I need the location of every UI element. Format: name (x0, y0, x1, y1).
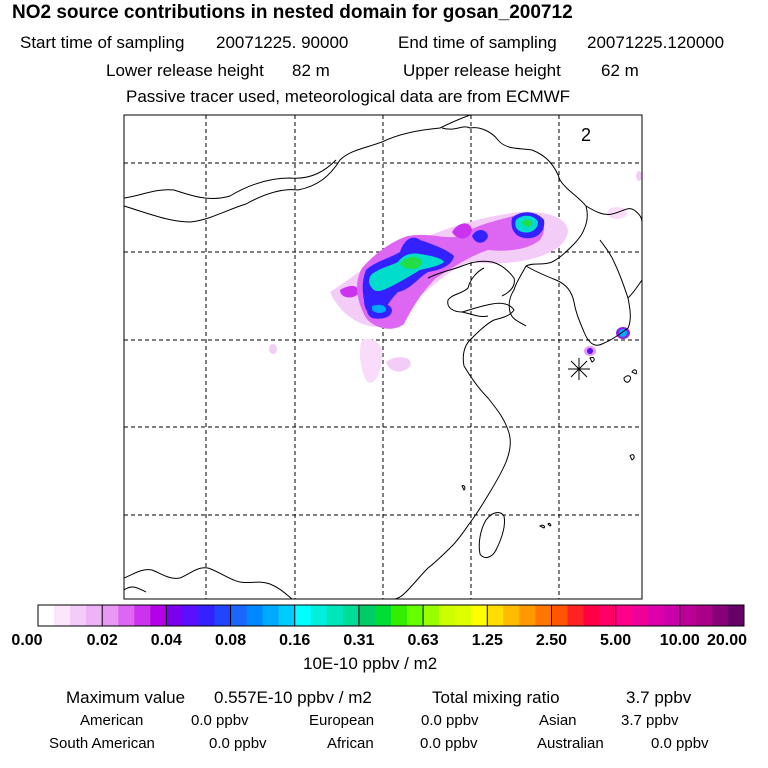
colorbar-tick-label: 5.00 (600, 632, 632, 649)
region-value: 0.0 ppbv (421, 712, 479, 729)
colorbar-tick-label: 0.31 (343, 632, 375, 649)
colorbar-cell (631, 605, 649, 626)
colorbar-cell (583, 605, 601, 626)
map-frame (123, 114, 643, 600)
lower-height-label: Lower release height (106, 61, 264, 80)
colorbar-cell (439, 605, 456, 626)
colorbar-cell (278, 605, 296, 626)
colorbar-cell (262, 605, 280, 626)
colorbar-cell (134, 605, 151, 626)
colorbar-cell (663, 605, 681, 626)
colorbar-cell (599, 605, 617, 626)
region-value: 0.0 ppbv (191, 712, 249, 729)
colorbar-cell (695, 605, 713, 626)
region-value: 0.0 ppbv (420, 735, 478, 752)
plume-magenta (340, 213, 630, 354)
colorbar-cell (374, 605, 392, 626)
colorbar-cell (455, 605, 472, 626)
colorbar-tick-label: 0.00 (11, 632, 43, 649)
colorbar-cell (70, 605, 87, 626)
colorbar-cell (727, 605, 745, 626)
colorbar-cell (679, 605, 697, 626)
region-name: European (309, 712, 375, 729)
colorbar-cell (326, 605, 344, 626)
region-name: American (80, 712, 144, 729)
region-name: African (327, 735, 374, 752)
colorbar-cell (471, 605, 488, 626)
coastlines (124, 115, 642, 599)
plume-pale (269, 171, 642, 383)
colorbar-cell (214, 605, 232, 626)
colorbar-cell (38, 605, 55, 626)
colorbar-tick-label: 2.50 (535, 632, 568, 649)
colorbar-cell (86, 605, 103, 626)
start-time-value: 20071225. 90000 (216, 33, 349, 52)
region-name: Asian (539, 712, 577, 729)
colorbar-cell (423, 605, 440, 626)
colorbar-cell (310, 605, 328, 626)
colorbar-cell (519, 605, 536, 626)
colorbar-cell (54, 605, 71, 626)
colorbar-frame (37, 604, 745, 627)
colorbar-tick-label: 1.25 (471, 632, 503, 649)
colorbar-cell (567, 605, 585, 626)
total-mixing-label: Total mixing ratio (432, 688, 560, 707)
colorbar-cell (647, 605, 665, 626)
region-name: Australian (537, 735, 604, 752)
colorbar-cell (294, 605, 312, 626)
tracer-note: Passive tracer used, meteorological data… (126, 87, 571, 106)
colorbar-cell (407, 605, 424, 626)
colorbar (37, 604, 745, 627)
colorbar-tick-label: 0.63 (407, 632, 439, 649)
region-name: South American (49, 735, 155, 752)
max-value: 0.557E-10 ppbv / m2 (214, 688, 372, 707)
colorbar-cell (246, 605, 264, 626)
map-area (124, 115, 642, 599)
colorbar-cell (535, 605, 552, 626)
total-mixing-value: 3.7 ppbv (626, 688, 692, 707)
panel-label: 2 (581, 125, 591, 145)
graticule (124, 115, 642, 599)
region-value: 0.0 ppbv (209, 735, 267, 752)
receptor-star-marker (568, 358, 590, 380)
colorbar-cell (342, 605, 360, 626)
start-time-label: Start time of sampling (20, 33, 185, 52)
lower-height-value: 82 m (292, 61, 330, 80)
colorbar-tick-label: 20.00 (706, 632, 748, 649)
colorbar-cell (166, 605, 183, 626)
colorbar-unit: 10E-10 ppbv / m2 (303, 654, 438, 673)
colorbar-cell (182, 605, 199, 626)
colorbar-cell (711, 605, 729, 626)
colorbar-cell (487, 605, 504, 626)
region-value: 3.7 ppbv (621, 712, 679, 729)
colorbar-cell (118, 605, 135, 626)
colorbar-cell (102, 605, 119, 626)
end-time-value: 20071225.120000 (587, 33, 725, 52)
colorbar-cell (391, 605, 408, 626)
colorbar-cell (503, 605, 520, 626)
colorbar-cell (230, 605, 248, 626)
max-value-label: Maximum value (66, 688, 186, 707)
colorbar-cell (198, 605, 215, 626)
end-time-label: End time of sampling (398, 33, 557, 52)
colorbar-tick-label: 0.04 (150, 632, 182, 649)
region-value: 0.0 ppbv (651, 735, 709, 752)
plume-core (369, 215, 538, 313)
colorbar-tick-label: 0.16 (279, 632, 311, 649)
colorbar-tick-label: 10.00 (659, 632, 700, 649)
page-title: NO2 source contributions in nested domai… (12, 2, 573, 23)
colorbar-tick-label: 0.02 (86, 632, 118, 649)
colorbar-cell (358, 605, 376, 626)
colorbar-cell (150, 605, 167, 626)
colorbar-cell (551, 605, 568, 626)
colorbar-cell (615, 605, 633, 626)
upper-height-label: Upper release height (403, 61, 561, 80)
upper-height-value: 62 m (601, 61, 639, 80)
colorbar-tick-label: 0.08 (214, 632, 247, 649)
